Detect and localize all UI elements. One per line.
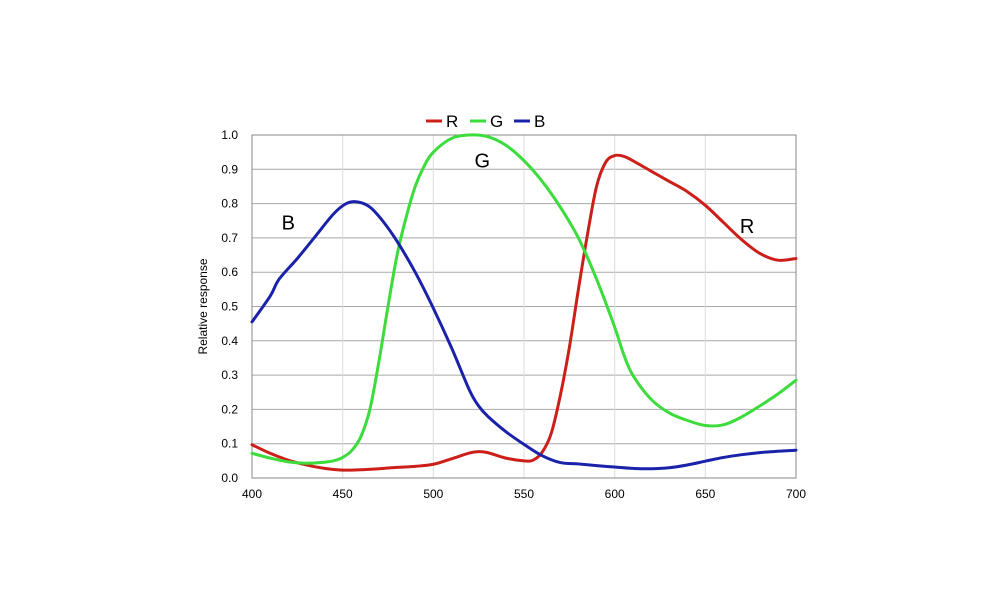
y-tick-label: 0.4 xyxy=(221,334,238,348)
series-lines xyxy=(250,133,798,472)
y-tick-label: 0.3 xyxy=(221,368,238,382)
curve-label-g: G xyxy=(475,151,491,173)
x-tick-label: 700 xyxy=(786,487,806,501)
x-tick-label: 650 xyxy=(695,487,715,501)
legend-label-g: G xyxy=(490,112,503,131)
y-tick-label: 0.8 xyxy=(221,197,238,211)
y-tick-label: 0.2 xyxy=(221,402,238,416)
x-tick-label: 550 xyxy=(514,487,534,501)
series-line-g xyxy=(250,133,798,465)
y-tick-label: 0.0 xyxy=(221,471,238,485)
y-axis-title: Relative response xyxy=(196,258,210,354)
curve-label-r: R xyxy=(740,216,754,238)
y-tick-label: 0.1 xyxy=(221,437,238,451)
x-axis-tick-labels: 400 450 500 550 600 650 700 xyxy=(242,487,806,501)
y-tick-label: 0.9 xyxy=(221,162,238,176)
x-tick-label: 450 xyxy=(333,487,353,501)
y-tick-label: 1.0 xyxy=(221,128,238,142)
series-line-b xyxy=(250,200,798,471)
legend-label-b: B xyxy=(534,112,545,131)
curve-label-b: B xyxy=(282,212,295,234)
x-tick-label: 400 xyxy=(242,487,262,501)
x-tick-label: 500 xyxy=(423,487,443,501)
plot-border xyxy=(251,134,797,479)
series-line-r xyxy=(250,153,798,472)
y-tick-label: 0.6 xyxy=(221,265,238,279)
curve-annotations: B G R xyxy=(282,151,755,238)
y-tick-label: 0.5 xyxy=(221,300,238,314)
y-axis-tick-labels: 0.0 0.1 0.2 0.3 0.4 0.5 0.6 0.7 0.8 0.9 1.0 xyxy=(221,128,238,485)
y-tick-label: 0.7 xyxy=(221,231,238,245)
x-tick-label: 600 xyxy=(605,487,625,501)
legend-label-r: R xyxy=(446,112,458,131)
